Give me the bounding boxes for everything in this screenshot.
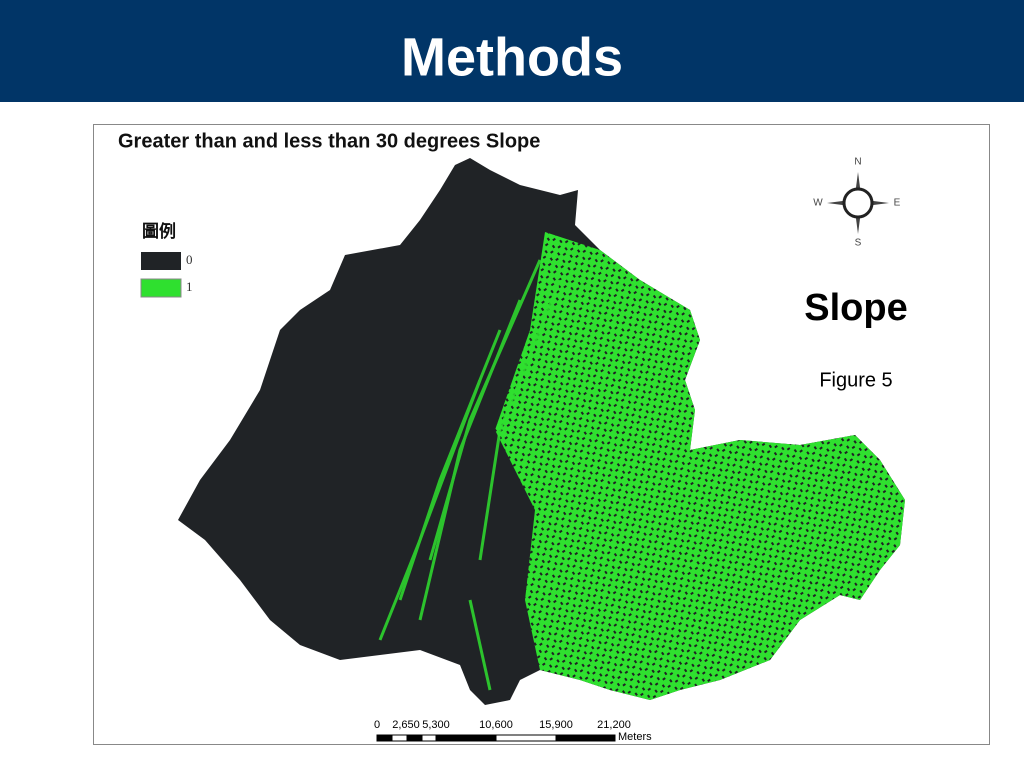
map-label: Slope [804, 287, 907, 329]
figure-caption: Figure 5 [819, 369, 892, 391]
scale-label: 5,300 [422, 719, 450, 731]
slope-area [495, 232, 905, 700]
legend-label: 0 [186, 252, 193, 267]
compass-label: W [813, 198, 823, 209]
compass [827, 172, 889, 234]
compass-label: E [894, 198, 901, 209]
scale-bar [376, 734, 616, 742]
map-title: Greater than and less than 30 degrees Sl… [118, 130, 540, 152]
slide-title: Methods [401, 27, 623, 87]
scale-unit: Meters [618, 731, 652, 743]
compass-label: N [854, 157, 861, 168]
legend-title: 圖例 [142, 221, 176, 242]
scale-label: 2,650 [392, 719, 420, 731]
scale-label: 10,600 [479, 719, 513, 731]
scale-labels: 0 2,650 5,300 10,600 15,900 21,200 Meter… [374, 719, 652, 743]
header-bar [0, 0, 1024, 102]
legend-swatch [141, 252, 181, 270]
legend-label: 1 [186, 279, 193, 294]
scale-label: 21,200 [597, 719, 631, 731]
scale-label: 0 [374, 719, 380, 731]
scale-label: 15,900 [539, 719, 573, 731]
legend-swatch [140, 278, 182, 298]
compass-label: S [855, 238, 862, 249]
slope-streaks [378, 259, 562, 691]
